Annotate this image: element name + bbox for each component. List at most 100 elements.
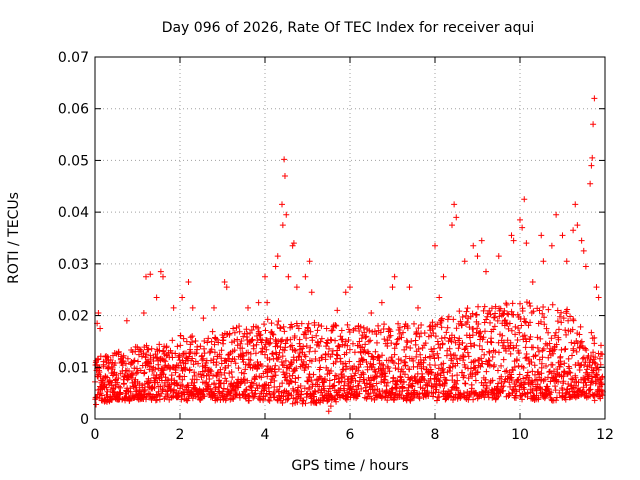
data-point xyxy=(418,321,425,328)
data-point xyxy=(349,340,356,347)
data-point xyxy=(511,364,518,371)
data-points xyxy=(92,95,606,415)
data-point xyxy=(576,331,583,338)
data-point xyxy=(411,320,417,327)
data-point xyxy=(95,309,102,316)
data-point xyxy=(595,366,602,373)
data-point xyxy=(363,380,370,387)
data-point xyxy=(253,341,260,348)
data-point xyxy=(331,382,338,389)
data-point xyxy=(469,310,476,317)
data-point xyxy=(394,377,401,384)
data-point xyxy=(434,338,441,345)
data-point xyxy=(572,382,579,389)
data-point xyxy=(104,388,111,395)
data-point xyxy=(117,389,124,396)
data-point xyxy=(538,232,545,239)
data-point xyxy=(312,388,319,395)
data-point xyxy=(599,373,606,380)
data-point xyxy=(210,372,217,379)
data-point xyxy=(346,346,353,353)
data-point xyxy=(350,383,357,390)
data-point xyxy=(588,162,595,169)
data-point xyxy=(228,358,235,365)
data-point xyxy=(245,304,251,311)
data-point xyxy=(506,392,513,399)
data-point xyxy=(100,361,107,368)
data-point xyxy=(279,380,286,387)
data-point xyxy=(481,328,488,335)
data-point xyxy=(270,331,277,338)
data-point xyxy=(191,379,198,386)
data-point xyxy=(543,325,550,332)
data-point xyxy=(464,305,471,312)
data-point xyxy=(176,373,183,380)
data-point xyxy=(391,345,398,352)
data-point xyxy=(159,387,166,394)
data-point xyxy=(308,377,315,384)
data-point xyxy=(281,371,288,378)
data-point xyxy=(579,355,586,362)
data-point xyxy=(534,344,541,351)
data-point xyxy=(506,320,513,327)
data-point xyxy=(434,350,441,357)
data-point xyxy=(550,347,557,354)
data-point xyxy=(288,392,295,399)
data-point xyxy=(326,345,333,352)
data-point xyxy=(333,322,340,329)
data-point xyxy=(548,242,555,249)
data-point xyxy=(500,383,507,390)
data-point xyxy=(165,377,172,384)
data-point xyxy=(163,343,170,350)
data-point xyxy=(162,374,169,381)
data-point xyxy=(321,387,328,394)
data-point xyxy=(591,359,598,366)
data-point xyxy=(501,307,508,314)
data-point xyxy=(300,343,307,350)
data-point xyxy=(563,331,570,338)
data-point xyxy=(491,361,498,368)
data-point xyxy=(231,356,238,363)
data-point xyxy=(285,273,292,280)
data-point xyxy=(454,377,461,384)
data-point xyxy=(232,360,239,367)
data-point xyxy=(158,390,165,397)
data-point xyxy=(216,384,223,391)
data-point xyxy=(234,336,241,343)
data-point xyxy=(282,357,289,364)
data-point xyxy=(470,325,477,332)
data-point xyxy=(302,400,309,407)
data-point xyxy=(228,369,235,376)
data-point xyxy=(562,327,569,334)
data-point xyxy=(235,384,242,391)
data-point xyxy=(358,335,365,342)
data-point xyxy=(315,343,322,350)
data-point xyxy=(494,367,501,374)
data-point xyxy=(211,349,218,356)
data-point xyxy=(465,353,472,360)
data-point xyxy=(236,328,243,335)
data-point xyxy=(498,362,505,369)
data-point xyxy=(128,375,135,382)
data-point xyxy=(437,370,444,377)
data-point xyxy=(164,392,171,399)
data-point xyxy=(186,353,193,360)
data-point xyxy=(558,319,565,326)
data-point xyxy=(391,351,398,358)
data-point xyxy=(254,364,261,371)
data-point xyxy=(242,366,249,373)
data-point xyxy=(355,322,362,329)
data-point xyxy=(334,352,341,359)
data-point xyxy=(381,321,388,328)
data-point xyxy=(435,365,442,372)
data-point xyxy=(515,350,522,357)
data-point xyxy=(153,374,160,381)
data-point xyxy=(341,373,348,380)
data-point xyxy=(508,377,515,384)
data-point xyxy=(225,362,232,369)
data-point xyxy=(246,361,253,368)
data-point xyxy=(591,340,598,347)
data-point xyxy=(522,355,529,362)
data-point xyxy=(456,355,463,362)
data-point xyxy=(280,323,287,330)
